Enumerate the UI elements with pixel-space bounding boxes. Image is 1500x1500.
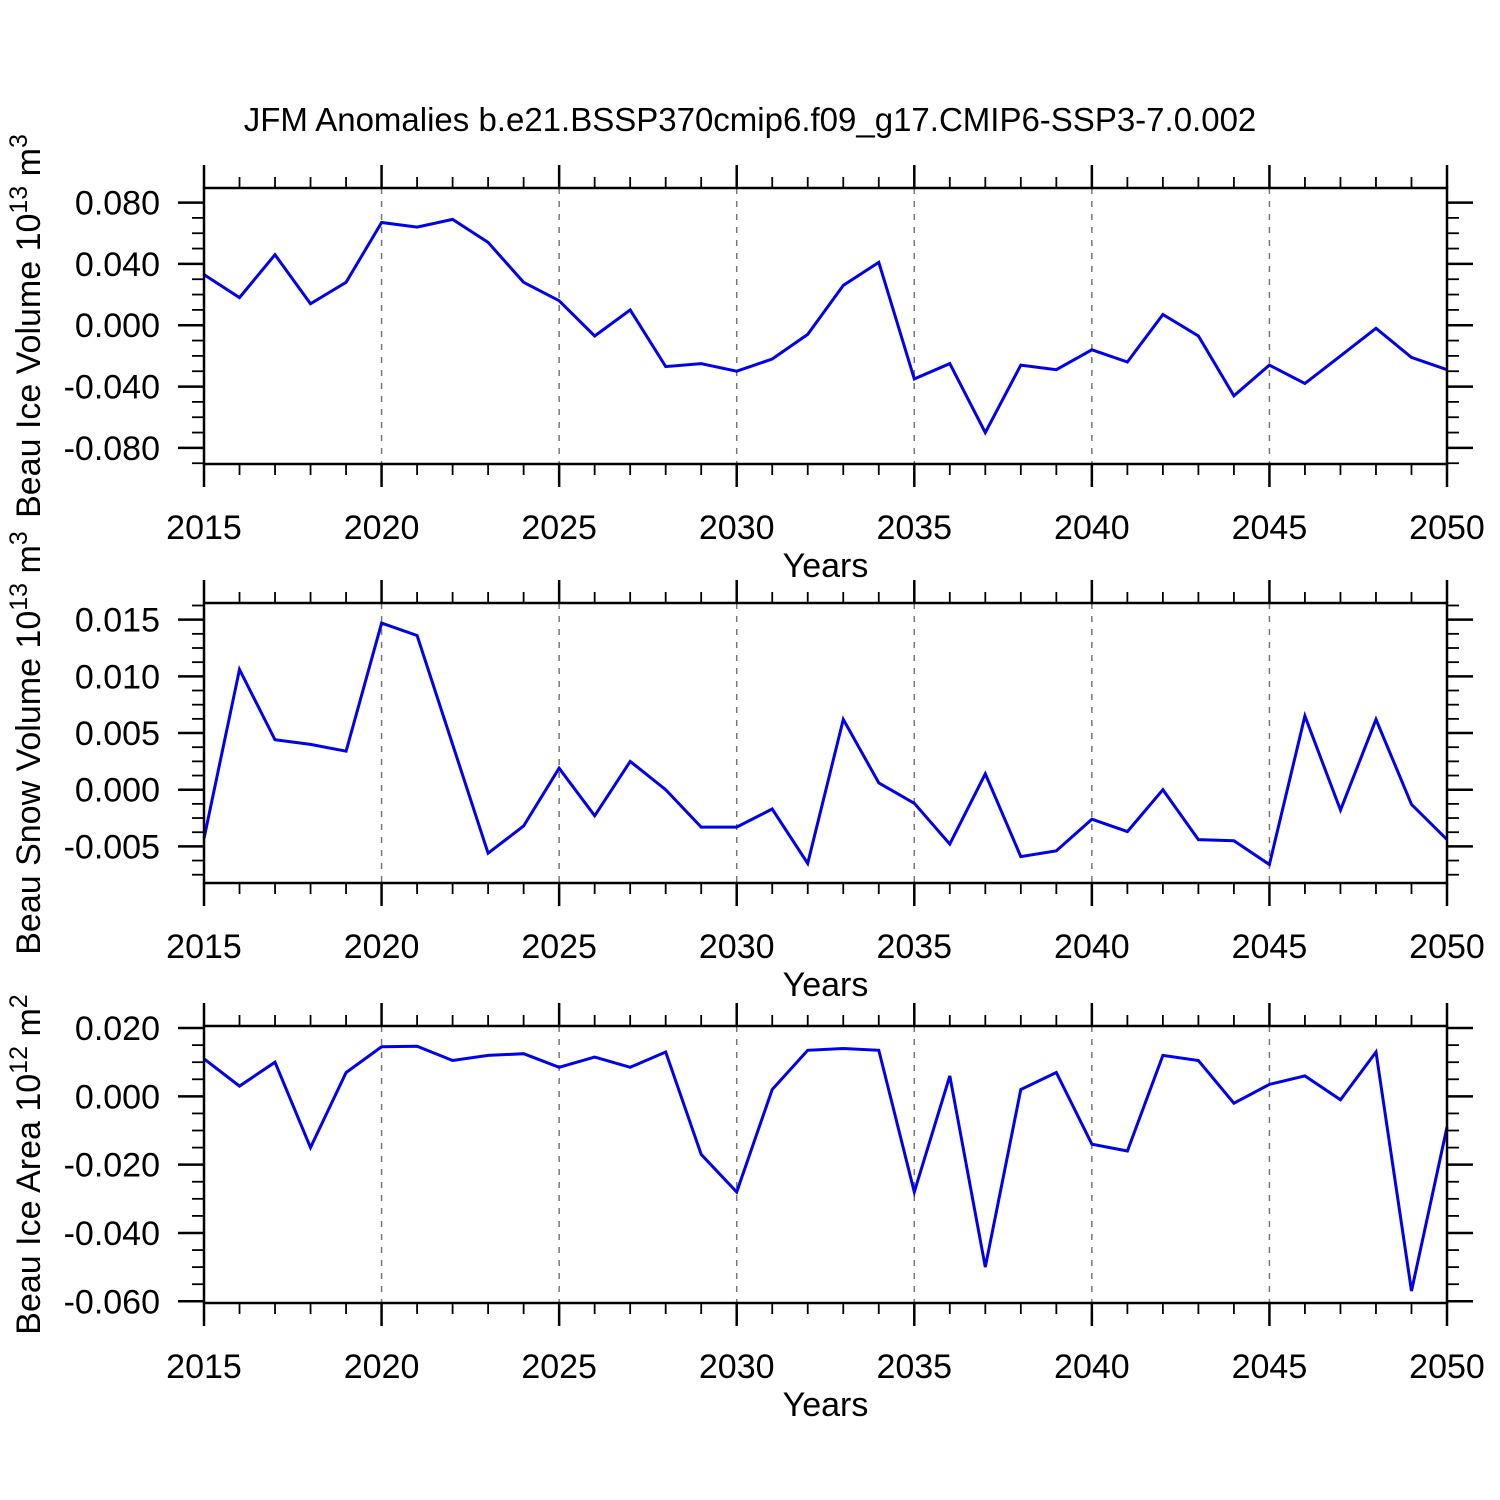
x-tick-label: 2050 — [1409, 1348, 1485, 1386]
x-ticks — [202, 165, 1449, 487]
panel-frame — [202, 601, 1449, 885]
snow-volume-series-line — [202, 621, 1449, 868]
x-tick-label: 2025 — [521, 509, 597, 547]
chart-title: JFM Anomalies b.e21.BSSP370cmip6.f09_g17… — [243, 101, 1257, 138]
x-axis-title: Years — [783, 966, 869, 1004]
y-tick-label: -0.040 — [64, 369, 160, 407]
panel-frame — [202, 186, 1449, 466]
ice-area-series-line — [203, 1044, 1449, 1292]
gridlines — [380, 603, 1271, 883]
x-tick-label: 2015 — [166, 509, 242, 547]
x-tick-label: 2040 — [1054, 928, 1130, 966]
y-ticks — [178, 1026, 1473, 1303]
gridlines — [380, 1026, 1271, 1303]
panel-frame — [202, 1024, 1449, 1305]
x-tick-label: 2040 — [1054, 1348, 1130, 1386]
y-tick-label: -0.060 — [64, 1283, 160, 1321]
y-axis-title: Beau Ice Area 1012 m2 — [5, 994, 48, 1334]
x-tick-label: 2020 — [344, 509, 420, 547]
x-tick-label: 2020 — [344, 1348, 420, 1386]
y-ticks — [178, 604, 1473, 876]
y-tick-label: 0.015 — [75, 602, 160, 640]
x-tick-label: 2030 — [699, 928, 775, 966]
x-tick-label: 2045 — [1232, 1348, 1308, 1386]
gridlines — [380, 188, 1271, 464]
y-tick-label: -0.040 — [64, 1215, 160, 1253]
y-tick-label: 0.080 — [75, 185, 160, 223]
x-tick-label: 2035 — [876, 509, 952, 547]
y-tick-label: 0.000 — [75, 772, 160, 810]
x-tick-label: 2040 — [1054, 509, 1130, 547]
x-tick-label: 2025 — [521, 1348, 597, 1386]
y-tick-label: -0.005 — [64, 828, 160, 866]
x-tick-label: 2015 — [166, 928, 242, 966]
y-tick-label: 0.040 — [75, 246, 160, 284]
x-tick-label: 2015 — [166, 1348, 242, 1386]
x-tick-label: 2025 — [521, 928, 597, 966]
x-tick-label: 2020 — [344, 928, 420, 966]
x-tick-label: 2045 — [1232, 928, 1308, 966]
x-tick-label: 2050 — [1409, 509, 1485, 547]
y-tick-label: -0.020 — [64, 1147, 160, 1185]
x-tick-label: 2045 — [1232, 509, 1308, 547]
ice-volume-series-line — [203, 217, 1448, 436]
y-tick-label: 0.020 — [75, 1010, 160, 1048]
y-axis-title: Beau Snow Volume 1013 m3 — [5, 531, 48, 955]
x-tick-label: 2050 — [1409, 928, 1485, 966]
x-tick-label: 2030 — [699, 1348, 775, 1386]
x-tick-label: 2035 — [876, 928, 952, 966]
x-tick-label: 2035 — [876, 1348, 952, 1386]
y-tick-label: 0.005 — [75, 715, 160, 753]
snow-volume-panel: 2015 2020 2025 2030 2035 2040 2045 2050 -0.005 0.… — [5, 531, 1485, 1004]
y-tick-label: 0.000 — [75, 307, 160, 345]
y-axis-title: Beau Ice Volume 1013 m3 — [5, 134, 48, 518]
x-ticks — [202, 580, 1449, 906]
x-tick-label: 2030 — [699, 509, 775, 547]
x-axis-title: Years — [783, 547, 869, 585]
ice-volume-panel: 2015 2020 2025 2030 2035 2040 2045 2050 -0.080 -0… — [5, 134, 1485, 585]
y-ticks — [178, 201, 1473, 465]
y-tick-label: 0.000 — [75, 1078, 160, 1116]
y-tick-label: -0.080 — [64, 430, 160, 468]
x-ticks — [202, 1003, 1449, 1326]
ice-area-panel: 2015 2020 2025 2030 2035 2040 2045 2050 -0.060 -0… — [5, 994, 1485, 1424]
y-tick-label: 0.010 — [75, 658, 160, 696]
x-axis-title: Years — [783, 1386, 869, 1424]
